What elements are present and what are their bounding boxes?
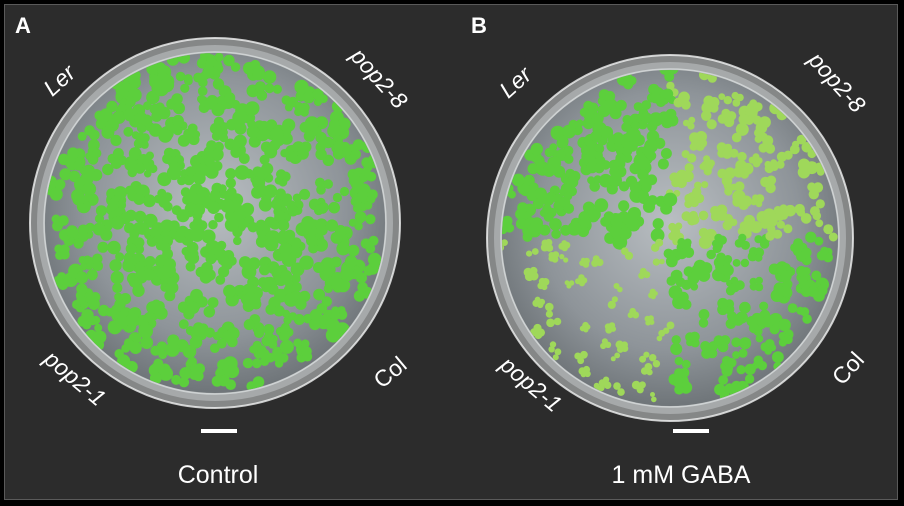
panel-letter-a: A xyxy=(15,13,31,38)
panel-letter-b: B xyxy=(471,13,487,38)
petri-dish-gaba xyxy=(486,54,854,422)
seedlings-gaba xyxy=(502,70,838,403)
petri-dish-control xyxy=(29,37,401,409)
caption-control: Control xyxy=(177,461,259,489)
seedlings-control xyxy=(45,53,385,393)
petri-dishes-photo xyxy=(29,37,854,422)
scale-bar-a xyxy=(201,429,237,433)
scale-bar-b xyxy=(673,429,709,433)
figure-frame: A Ler pop2-8 pop2-1 Col Control B Ler po… xyxy=(4,4,898,500)
caption-gaba: 1 mM GABA xyxy=(611,461,751,489)
